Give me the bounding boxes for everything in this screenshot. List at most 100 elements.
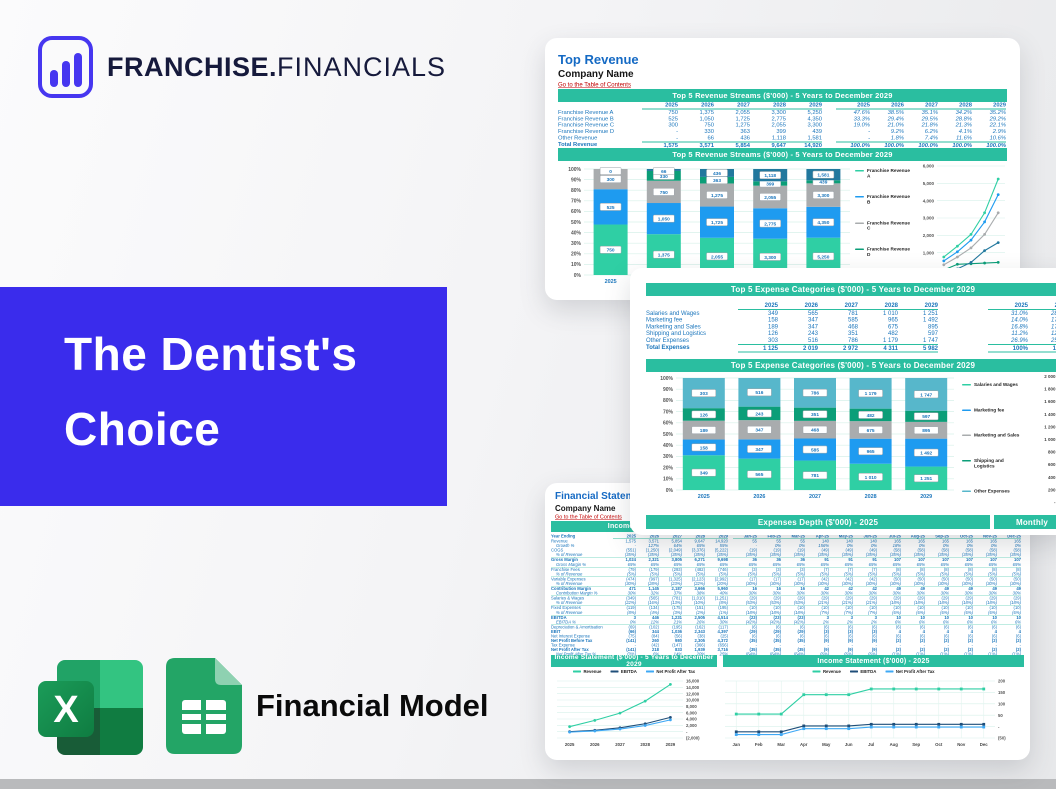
table-cell: 30% [733, 591, 757, 597]
svg-text:439: 439 [819, 180, 827, 186]
table-cell: (29) [893, 595, 901, 601]
row-label: Franchise Revenue C [558, 121, 615, 129]
table-cell: (35) [773, 638, 781, 644]
table-cell: (10) [1013, 605, 1021, 611]
table-cell: (10) [893, 605, 901, 611]
table-cell: 30% [925, 591, 949, 597]
svg-text:1,118: 1,118 [764, 173, 776, 179]
table-cell: (18%) [949, 600, 973, 606]
table-cell: May-25 [829, 534, 853, 540]
table-cell: (30%) [925, 581, 949, 587]
table-cell: (18%) [877, 600, 901, 606]
row-label: Marketing and Sales [646, 322, 701, 330]
table-cell: (35%) [949, 552, 973, 558]
table-cell: 14,920 [715, 538, 728, 544]
legend-item: Shipping and Logistics [962, 457, 1022, 469]
brand-name-bold: FRANCHISE. [107, 51, 278, 82]
table-cell: 91 [848, 557, 853, 563]
table-cell: 3 [874, 614, 877, 620]
table-cell: (6) [871, 633, 877, 639]
table-cell: (2) [919, 647, 925, 653]
table-cell: (1,250) [645, 547, 659, 553]
table-cell: 32% [636, 591, 659, 597]
table-cell: (29) [941, 595, 949, 601]
table-cell: (2) [1015, 647, 1021, 653]
svg-text:1,375: 1,375 [658, 252, 670, 258]
table-cell: - [1019, 642, 1021, 648]
table-cell: 6% [877, 620, 901, 625]
table-cell: 55 [800, 538, 805, 544]
toc-link[interactable]: Go to the Table of Contents [558, 81, 631, 88]
table-cell: (2) [895, 638, 901, 644]
table-cell: 1,725 [735, 115, 750, 122]
table-cell: (28%) [636, 581, 659, 587]
legend-marker [962, 409, 971, 411]
year-header: 2026 [1028, 302, 1056, 310]
legend-marker [962, 459, 971, 462]
row-label: Salaries and Wages [646, 309, 700, 317]
table-cell: (64%) [733, 652, 757, 657]
table-cell: 65% [613, 562, 636, 568]
table-cell: 6% [636, 652, 659, 657]
table-cell: (7) [871, 566, 877, 572]
table-cell: (162) [695, 624, 705, 630]
table-cell: 30% [613, 591, 636, 597]
table-cell: (1%) [949, 652, 973, 657]
row-label: Growth % [556, 543, 575, 549]
table-cell: 30% [877, 591, 901, 597]
table-cell: 4 [994, 628, 997, 634]
table-cell: 300 [668, 121, 678, 129]
table-cell: (30%) [973, 581, 997, 587]
svg-text:349: 349 [700, 471, 708, 477]
table-cell: (30%) [877, 581, 901, 587]
table-cell: 12% [636, 620, 659, 625]
table-cell: 3,716 [717, 647, 728, 653]
svg-text:2028: 2028 [640, 742, 650, 747]
table-cell: 6% [925, 620, 949, 625]
table-cell: 165 [918, 538, 925, 544]
legend-item: Net Profit After Tax [645, 669, 695, 674]
svg-text:1,275: 1,275 [711, 193, 723, 199]
table-cell: (6) [847, 624, 853, 630]
svg-text:895: 895 [922, 428, 930, 434]
table-cell: 6.2% [924, 128, 938, 135]
table-cell: (17) [773, 576, 781, 582]
toc-link[interactable]: Go to the Table of Contents [555, 514, 622, 520]
table-cell: 5,854 [671, 538, 682, 544]
table-cell: (10) [941, 605, 949, 611]
svg-text:597: 597 [922, 414, 930, 420]
table-cell: Jul-25 [877, 534, 901, 540]
svg-text:2,055: 2,055 [764, 195, 776, 201]
table-cell: - [676, 134, 678, 141]
table-cell: (18%) [733, 610, 757, 616]
table-cell: (6) [967, 624, 973, 630]
table-cell: (20%) [705, 581, 728, 587]
row-label: Other Expenses [646, 336, 690, 344]
table-cell: (2) [919, 638, 925, 644]
table-cell: 786 [847, 336, 858, 344]
table-cell: (29) [845, 595, 853, 601]
table-cell: (35%) [659, 552, 682, 558]
table-cell: 10 [968, 614, 973, 620]
table-cell: (5%) [877, 572, 901, 577]
table-cell: - [875, 642, 877, 648]
table-cell [728, 562, 733, 568]
table-cell: 965 [887, 316, 898, 324]
table-cell: 107 [990, 557, 997, 563]
table-cell: (6%) [901, 610, 925, 616]
table-cell: (6) [943, 624, 949, 630]
table-cell: (2,992) [714, 576, 728, 582]
table-cell: 65% [659, 562, 682, 568]
table-cell: (35%) [613, 552, 636, 558]
table-cell: (5%) [613, 572, 636, 577]
table-cell: 10 [1016, 614, 1021, 620]
table-cell: (6%) [925, 610, 949, 616]
table-cell: (42) [651, 642, 659, 648]
legend-item: Franchise Revenue C [855, 220, 913, 231]
svg-text:Sep: Sep [912, 742, 920, 747]
table-cell: (1%) [997, 652, 1021, 657]
svg-text:50: 50 [998, 713, 1003, 718]
table-cell: 597 [927, 329, 938, 337]
table-cell: 22.1% [989, 121, 1006, 129]
table-cell [938, 330, 988, 337]
